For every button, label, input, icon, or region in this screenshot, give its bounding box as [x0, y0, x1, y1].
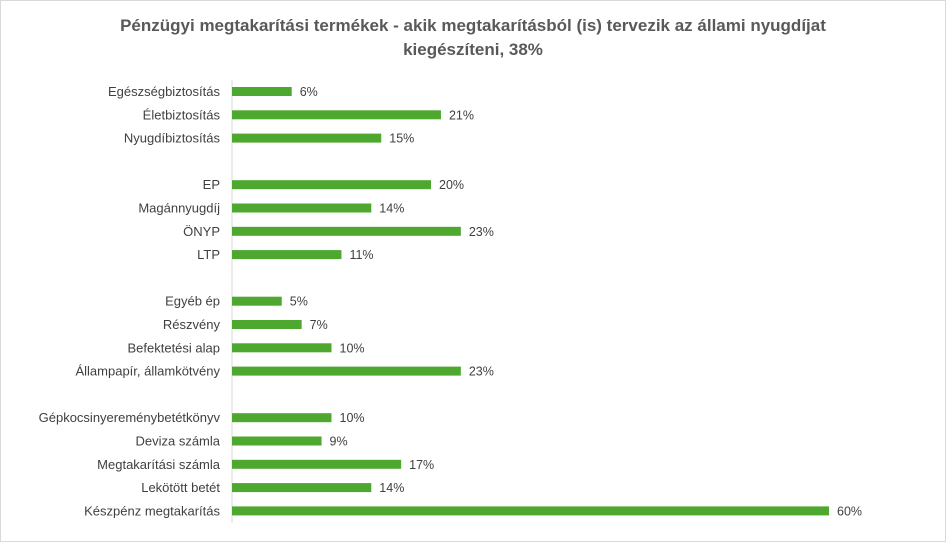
bar: [232, 366, 461, 376]
chart-title-line-2: kiegészíteni, 38%: [403, 40, 543, 59]
bar: [232, 133, 382, 143]
data-label: 9%: [330, 435, 348, 449]
data-label: 23%: [469, 225, 494, 239]
category-label: Gépkocsinyereménybetétkönyv: [39, 410, 221, 425]
bar: [232, 459, 402, 469]
bar: [232, 226, 461, 236]
data-label: 11%: [349, 248, 373, 262]
category-label: Deviza számla: [135, 434, 220, 449]
category-label: Magánnyugdíj: [138, 201, 220, 216]
data-label: 10%: [340, 411, 365, 425]
category-label: Megtakarítási számla: [97, 457, 221, 472]
data-label: 10%: [340, 341, 365, 355]
category-label: EP: [203, 177, 220, 192]
bar: [232, 180, 431, 190]
category-label: LTP: [197, 247, 220, 262]
category-label: Részvény: [163, 317, 221, 332]
category-label: ÖNYP: [183, 224, 220, 239]
bar: [232, 483, 372, 493]
data-label: 5%: [290, 295, 308, 309]
data-label: 21%: [449, 108, 474, 122]
bar: [232, 110, 441, 120]
data-label: 60%: [837, 504, 862, 518]
category-label: Lekötött betét: [141, 480, 220, 495]
chart-title: Pénzügyi megtakarítási termékek - akik m…: [0, 14, 946, 62]
data-label: 17%: [409, 458, 434, 472]
category-label: Állampapír, államkötvény: [75, 364, 220, 379]
data-label: 6%: [300, 85, 318, 99]
category-label: Életbiztosítás: [143, 107, 221, 122]
data-label: 23%: [469, 365, 494, 379]
chart-title-line-1: Pénzügyi megtakarítási termékek - akik m…: [120, 16, 826, 35]
data-label: 7%: [310, 318, 328, 332]
bar: [232, 413, 332, 423]
data-label: 14%: [379, 202, 404, 216]
bar: [232, 296, 282, 306]
bar: [232, 87, 292, 96]
category-label: Befektetési alap: [127, 340, 220, 355]
data-label: 14%: [379, 481, 404, 495]
bar: [232, 506, 829, 516]
category-label: Készpénz megtakarítás: [84, 503, 220, 518]
category-label: Nyugdíbiztosítás: [124, 131, 221, 146]
bar: [232, 436, 322, 446]
bar: [232, 250, 342, 260]
category-label: Egyéb ép: [165, 294, 220, 309]
bar: [232, 343, 332, 353]
data-label: 15%: [389, 132, 414, 146]
bar: [232, 203, 372, 213]
data-label: 20%: [439, 178, 464, 192]
bar: [232, 320, 302, 329]
category-label: Egészségbiztosítás: [108, 84, 221, 99]
